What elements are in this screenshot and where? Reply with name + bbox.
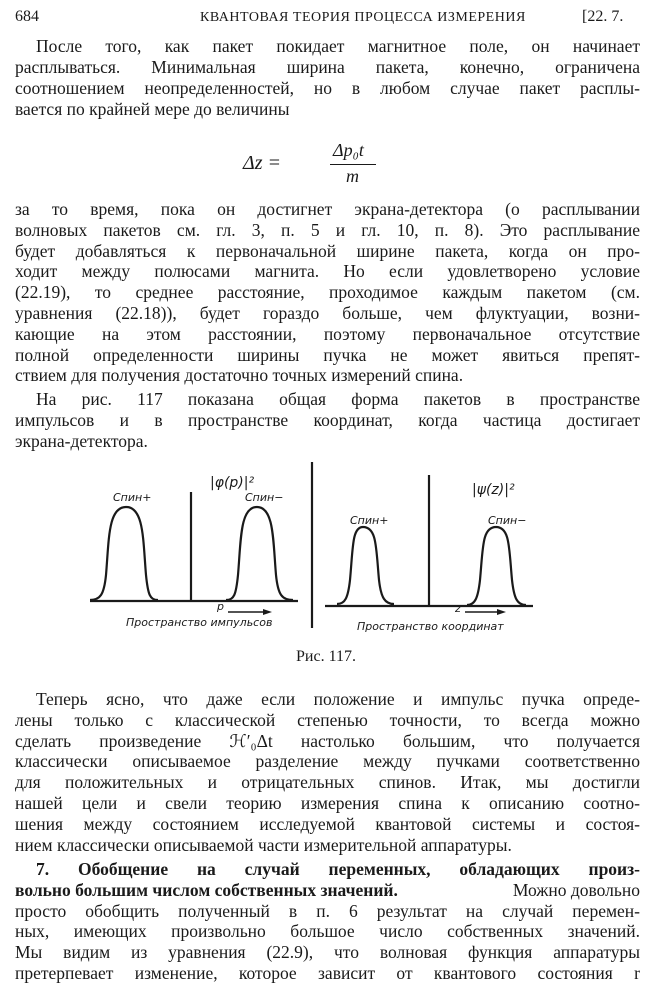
text-line: полной определенности ширины пучка не мо… — [15, 344, 640, 365]
left-peak-spin-plus — [89, 505, 159, 602]
page-number: 684 — [15, 8, 39, 25]
text-line: На рис. 117 показана общая форма пакетов… — [36, 389, 640, 409]
left-label-spin-minus: Спин− — [245, 491, 283, 504]
right-axis-var: z — [454, 602, 461, 615]
text-line: уравнения (22.18)), будет гораздо больше… — [15, 303, 640, 323]
left-label-spin-plus: Спин+ — [113, 491, 151, 504]
text-line-rest: Можно довольно — [512, 879, 640, 900]
text-line: соотношением неопределенностей, но в люб… — [15, 78, 640, 98]
text-line: ствием для получения достаточно точных и… — [15, 365, 464, 386]
left-axis-var: p — [216, 600, 224, 613]
text-line: претерпевает изменение, которое зависит … — [15, 963, 640, 983]
text-line: ных, имеющих произвольно большое число с… — [15, 921, 640, 942]
section-heading: 7. Обобщение на случай переменных, облад… — [36, 859, 640, 879]
text-line: После того, как пакет покидает магнитное… — [36, 36, 640, 56]
text-line: лены только с классической степенью точн… — [15, 709, 640, 730]
text-line: расплываться. Минимальная ширина пакета,… — [15, 57, 640, 77]
text-line: волновых пакетов см. гл. 3, п. 5 и гл. 1… — [15, 219, 640, 240]
right-xlabel: Пространство координат — [357, 620, 504, 633]
text-line: просто обобщить полученный в п. 6 резуль… — [15, 900, 640, 921]
right-label-spin-plus: Спин+ — [350, 514, 388, 527]
fraction-bar — [330, 164, 376, 165]
text-line: сделать произведение ℋ′₀Δt настолько бол… — [15, 730, 640, 751]
right-peak-spin-plus — [336, 525, 395, 606]
text-line: классически описываемое разделение между… — [15, 751, 640, 772]
text-line: Теперь ясно, что даже если положение и и… — [36, 689, 640, 709]
text-line: нием классически описываемой части измер… — [15, 834, 512, 855]
formula-numerator: Δp₀t — [333, 140, 364, 160]
section-heading-cont: вольно большим числом собственных значен… — [15, 879, 398, 900]
text-line: за то время, пока он достигнет экрана-де… — [15, 199, 640, 219]
left-ylabel: |φ(p)|² — [210, 475, 254, 491]
section-heading-line: вольно большим числом собственных значен… — [15, 880, 640, 901]
left-peak-spin-minus — [225, 505, 294, 602]
formula-denominator: m — [346, 166, 359, 186]
text-line: шения между состоянием исследуемой квант… — [15, 813, 640, 834]
text-line: (22.19), то среднее расстояние, проходим… — [15, 282, 640, 303]
running-title: КВАНТОВАЯ ТЕОРИЯ ПРОЦЕССА ИЗМЕРЕНИЯ — [200, 10, 526, 25]
text-line: экрана-детектора. — [15, 430, 148, 451]
text-line: вается по крайней мере до величины — [15, 99, 290, 119]
left-xlabel: Пространство импульсов — [126, 616, 272, 629]
section-number: [22. 7. — [582, 8, 624, 25]
z-arrowhead — [497, 609, 506, 615]
p-arrowhead — [263, 609, 272, 615]
text-line: импульсов и в пространстве координат, ко… — [15, 409, 640, 430]
figure-caption: Рис. 117. — [296, 648, 356, 665]
right-ylabel: |ψ(z)|² — [472, 482, 515, 498]
text-line: Мы видим из уравнения (22.9), что волнов… — [15, 942, 640, 963]
text-line: кающие на этом расстоянии, поэтому перво… — [15, 323, 640, 344]
text-line: ходит между полюсами магнита. Но если уд… — [15, 261, 640, 282]
text-line: для положительных и отрицательных спинов… — [15, 772, 640, 793]
formula-lhs: Δz = — [243, 152, 282, 174]
text-line: будет добавляться к первоначальной ширин… — [15, 240, 640, 261]
right-peak-spin-minus — [466, 525, 527, 607]
right-label-spin-minus: Спин− — [488, 514, 526, 527]
text-line: нашей цели и свели теорию измерения спин… — [15, 793, 640, 813]
